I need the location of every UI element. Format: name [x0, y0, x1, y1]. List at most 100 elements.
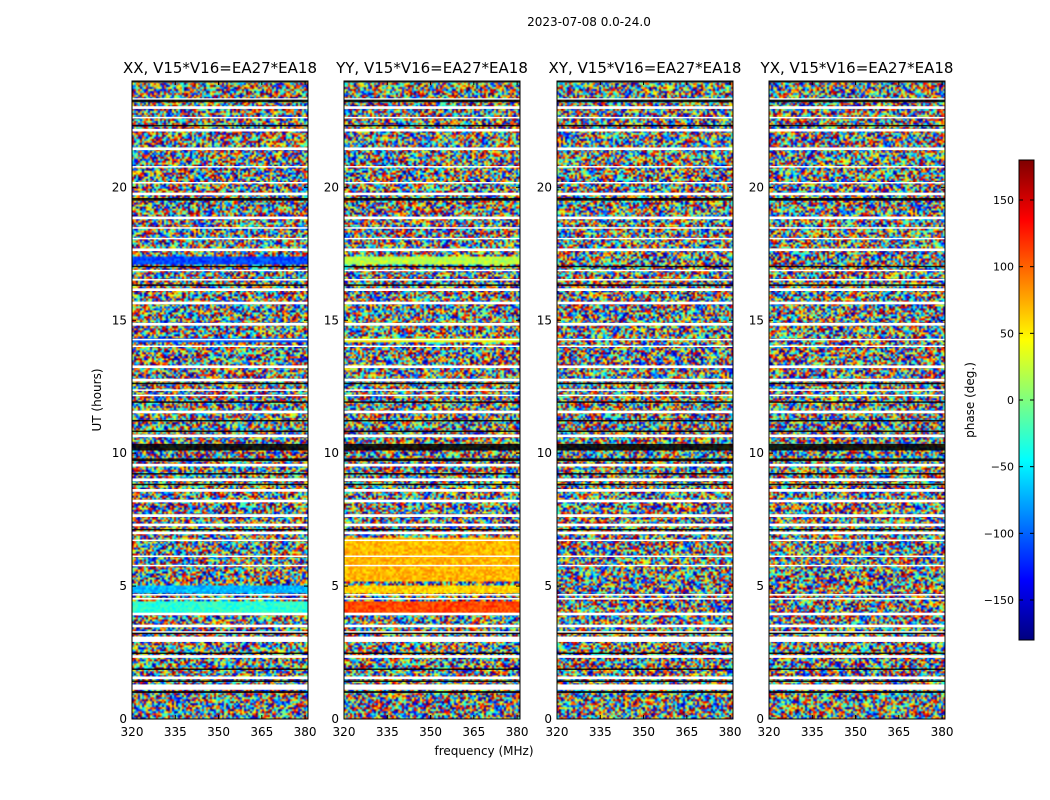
dark-band: [557, 691, 733, 693]
flagged-band: [769, 514, 945, 517]
dark-band: [132, 99, 308, 103]
flagged-band: [557, 182, 733, 184]
dark-band: [769, 81, 945, 83]
flagged-band: [132, 655, 308, 658]
dark-band: [132, 443, 308, 451]
dark-band: [344, 419, 520, 422]
x-tick-label: 335: [164, 725, 187, 739]
flagged-band: [344, 248, 520, 252]
colorbar-tick-label: 100: [993, 261, 1014, 274]
panels-group: XX, V15*V16=EA27*EA18 320 335 350 365 380 0 5 10…: [112, 59, 954, 739]
dark-band: [344, 483, 520, 486]
panel-frame: [343, 80, 521, 720]
y-tick-label: 10: [749, 446, 764, 460]
dark-band: [769, 430, 945, 433]
dark-band: [557, 430, 733, 433]
flagged-band: [769, 389, 945, 391]
flagged-band: [557, 539, 733, 542]
flagged-band: [557, 410, 733, 414]
x-tick-label: 335: [376, 725, 399, 739]
dark-band: [132, 124, 308, 127]
flagged-band: [344, 555, 520, 558]
flagged-band: [769, 531, 945, 535]
flagged-band: [344, 378, 520, 382]
flagged-band: [132, 98, 308, 100]
flagged-band: [132, 631, 308, 633]
flagged-band: [132, 636, 308, 642]
y-tick-label: 5: [331, 579, 339, 593]
x-tick-label: 335: [589, 725, 612, 739]
flagged-band: [344, 338, 520, 341]
flagged-band: [132, 523, 308, 527]
panel-0: XX, V15*V16=EA27*EA18 320 335 350 365 380 0 5 10…: [112, 59, 317, 739]
flagged-band: [344, 514, 520, 517]
dark-band: [557, 401, 733, 403]
dark-band: [557, 483, 733, 486]
flagged-band: [132, 378, 308, 382]
y-tick-label: 20: [324, 180, 339, 194]
y-tick-label: 0: [756, 712, 764, 726]
flagged-band: [557, 564, 733, 567]
dark-band: [344, 691, 520, 693]
dark-band: [132, 265, 308, 268]
y-tick-label: 15: [537, 313, 552, 327]
flagged-band: [344, 301, 520, 305]
flagged-band: [557, 98, 733, 100]
flagged-band: [132, 531, 308, 535]
dark-band: [557, 458, 733, 462]
dark-band: [132, 680, 308, 682]
flagged-band: [769, 594, 945, 596]
x-tick-label: 380: [294, 725, 317, 739]
flagged-band: [557, 489, 733, 492]
flagged-band: [132, 676, 308, 680]
flagged-band: [132, 394, 308, 397]
dark-band: [769, 265, 945, 268]
flagged-band: [769, 434, 945, 438]
flagged-band: [132, 463, 308, 467]
flagged-band: [132, 684, 308, 690]
flagged-band: [769, 216, 945, 220]
flagged-band: [769, 631, 945, 633]
y-tick-label: 0: [544, 712, 552, 726]
flagged-band: [557, 514, 733, 517]
panel-1: YY, V15*V16=EA27*EA18 320 335 350 365 380 0 5 10…: [324, 59, 529, 739]
x-tick-label: 320: [121, 725, 144, 739]
x-tick-label: 320: [333, 725, 356, 739]
dark-band: [769, 680, 945, 682]
flagged-band: [769, 624, 945, 628]
flagged-band: [769, 523, 945, 527]
colorbar-tick-label: −100: [984, 527, 1014, 540]
y-tick-label: 20: [537, 180, 552, 194]
flagged-band: [557, 338, 733, 341]
dark-band: [132, 197, 308, 201]
flagged-band: [132, 539, 308, 542]
x-tick-label: 365: [675, 725, 698, 739]
dark-band: [344, 284, 520, 286]
dark-band: [769, 197, 945, 201]
flagged-band: [769, 676, 945, 680]
dark-band: [769, 443, 945, 451]
flagged-band: [132, 598, 308, 600]
flagged-band: [344, 192, 520, 196]
flagged-band: [344, 322, 520, 326]
dark-band: [769, 124, 945, 127]
flagged-band: [769, 227, 945, 229]
flagged-band: [557, 248, 733, 252]
dark-band: [344, 382, 520, 385]
dark-band: [557, 265, 733, 268]
phase-heatmap-image: [344, 81, 520, 719]
flagged-band: [344, 676, 520, 680]
flagged-band: [557, 128, 733, 132]
colorbar-tick-label: −50: [991, 461, 1014, 474]
flagged-band: [344, 624, 520, 628]
flagged-band: [132, 434, 308, 438]
flagged-band: [344, 684, 520, 690]
dark-band: [344, 99, 520, 103]
flagged-band: [557, 166, 733, 168]
dark-band: [344, 528, 520, 531]
flagged-band: [132, 182, 308, 184]
dark-band: [132, 632, 308, 635]
flagged-band: [769, 166, 945, 168]
flagged-band: [344, 478, 520, 482]
dark-band: [344, 197, 520, 201]
